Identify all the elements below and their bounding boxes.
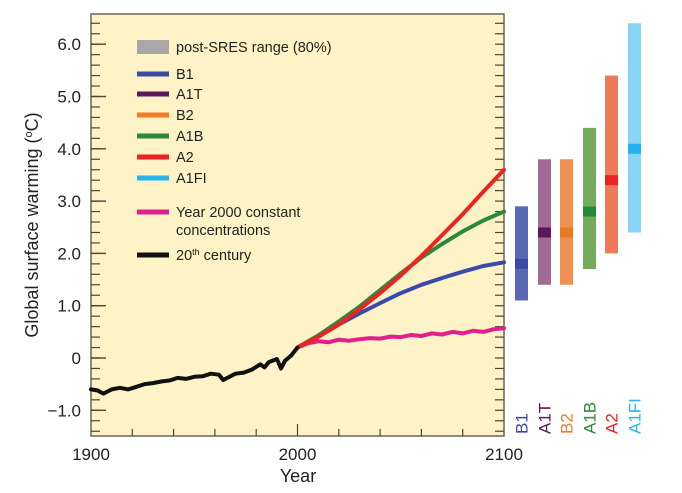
y-axis: −1.0 0 1.0 2.0 3.0 4.0 5.0 6.0 <box>47 35 106 420</box>
best-estimate-mark <box>583 206 596 217</box>
legend-swatch <box>137 252 169 258</box>
legend-swatch <box>137 209 169 215</box>
series-lines <box>89 167 506 396</box>
range-bar-a1b: A1B <box>581 127 600 434</box>
legend-label: A1FI <box>176 171 207 187</box>
y-axis-title: Global surface warming (oC) <box>22 112 42 337</box>
legend-swatch <box>137 175 169 181</box>
y-tick-label: 3.0 <box>57 192 81 211</box>
legend-swatch <box>137 133 169 139</box>
x-tick-label: 2100 <box>485 445 523 464</box>
range-bar <box>560 159 573 285</box>
legend-item-a1t: A1T <box>137 87 203 103</box>
x-tick-label: 2000 <box>279 445 317 464</box>
range-bar-b1: B1 <box>513 206 532 434</box>
legend-label: B2 <box>176 108 194 124</box>
legend-label: A2 <box>176 150 194 166</box>
series-line-20th-century <box>89 345 300 396</box>
best-estimate-mark <box>628 143 641 154</box>
legend-label-line2: concentrations <box>176 223 270 239</box>
y-tick-label: 1.0 <box>57 297 81 316</box>
legend-label: A1B <box>176 129 203 145</box>
range-bar-label: A1B <box>581 402 600 434</box>
y-tick-label: 5.0 <box>57 88 81 107</box>
best-estimate-mark <box>605 175 618 186</box>
legend-swatch <box>137 112 169 118</box>
range-bar-label: A1T <box>536 403 555 434</box>
legend-label: Year 2000 constant <box>176 205 300 221</box>
range-bar <box>628 23 641 233</box>
legend-swatch <box>137 154 169 160</box>
x-axis: 1900 2000 2100 <box>72 424 523 464</box>
range-bar-a1fi: A1FI <box>626 23 645 434</box>
range-bar-label: A2 <box>603 413 622 434</box>
range-bar-label: B2 <box>558 413 577 434</box>
legend-swatch <box>137 71 169 77</box>
range-bar-label: A1FI <box>626 398 645 434</box>
range-bar-b2: B2 <box>558 159 577 434</box>
legend-item-20-century: 20th century <box>137 247 252 264</box>
range-bar <box>538 159 551 285</box>
legend-label: 20th century <box>176 247 252 264</box>
legend-item-a1b: A1B <box>137 129 203 145</box>
legend-label: B1 <box>176 67 194 83</box>
legend: post-SRES range (80%) B1 A1T B2 A1B A2 A1FI Yea… <box>137 40 332 264</box>
legend-swatch <box>137 40 169 54</box>
best-estimate-mark <box>538 227 551 238</box>
legend-item-a2: A2 <box>137 150 194 166</box>
legend-item-a1fi: A1FI <box>137 171 207 187</box>
range-bar <box>515 206 528 301</box>
y-tick-label: 0 <box>72 349 81 368</box>
legend-label: post-SRES range (80%) <box>176 40 332 56</box>
series-line-year-2000-constant-concentrations <box>295 326 506 350</box>
best-estimate-mark <box>515 258 528 269</box>
x-tick-label: 1900 <box>72 445 110 464</box>
legend-label: A1T <box>176 87 203 103</box>
range-bar <box>583 127 596 270</box>
y-tick-label: 4.0 <box>57 140 81 159</box>
x-axis-title: Year <box>280 466 316 486</box>
range-bars: B1 A1T B2 A1B A2 A1FI <box>513 23 645 434</box>
plot-background <box>90 13 505 437</box>
y-tick-label: −1.0 <box>47 401 81 420</box>
legend-item-b1: B1 <box>137 67 194 83</box>
range-bar-a1t: A1T <box>536 159 555 434</box>
legend-swatch <box>137 91 169 97</box>
best-estimate-mark <box>560 227 573 238</box>
y-tick-label: 2.0 <box>57 244 81 263</box>
range-bar-label: B1 <box>513 413 532 434</box>
legend-item-b2: B2 <box>137 108 194 124</box>
series-line-a2 <box>295 167 506 350</box>
legend-item-year-2000-constant: Year 2000 constant concentrations <box>137 205 300 239</box>
range-bar <box>605 75 618 254</box>
legend-item-post-sres-range-80: post-SRES range (80%) <box>137 40 332 56</box>
y-tick-label: 6.0 <box>57 35 81 54</box>
range-bar-a2: A2 <box>603 75 622 434</box>
